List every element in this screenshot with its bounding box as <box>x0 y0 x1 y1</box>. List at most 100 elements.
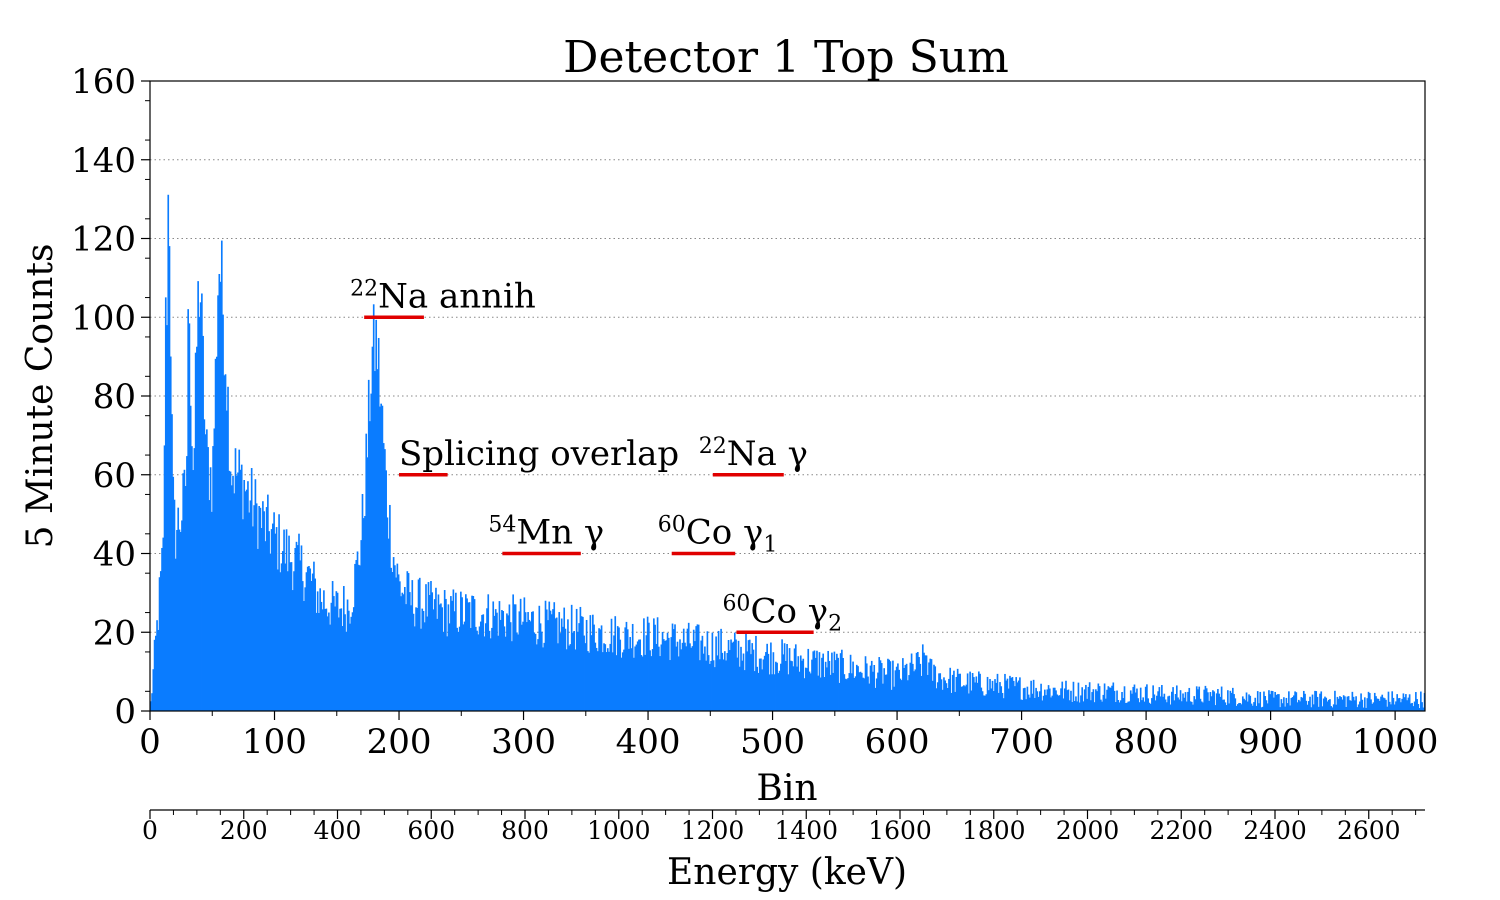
spectrum-bar <box>660 644 663 711</box>
energy-tick-label: 1400 <box>774 816 838 845</box>
spectrum-bar <box>1377 698 1380 711</box>
spectrum-bar <box>1122 698 1125 711</box>
energy-tick-label: 1000 <box>587 816 651 845</box>
spectrum-bar <box>1029 697 1031 711</box>
spectrum-bar <box>606 648 609 711</box>
y-tick-label: 0 <box>114 692 136 732</box>
spectrum-bar <box>1087 686 1090 711</box>
spectrum-bar <box>399 581 401 711</box>
spectrum-bar <box>386 517 389 711</box>
spectrum-bar <box>483 636 486 711</box>
spectrum-bar <box>1218 693 1220 711</box>
spectrum-bar <box>524 612 527 711</box>
spectrum-bar <box>741 660 744 711</box>
spectrum-bar <box>1418 708 1421 711</box>
spectrum-bar <box>846 679 848 711</box>
spectrum-bar <box>777 673 780 711</box>
spectrum-bar <box>619 639 622 711</box>
spectrum-bar <box>376 369 379 711</box>
spectrum-bar <box>869 665 872 711</box>
spectrum-bar <box>351 612 354 711</box>
spectrum-bar <box>425 584 427 711</box>
spectrum-bar <box>235 475 238 711</box>
spectrum-bar <box>183 469 186 711</box>
spectrum-bar <box>173 499 176 711</box>
spectrum-bar <box>1053 687 1056 711</box>
spectrum-bar <box>1096 691 1098 711</box>
spectrum-bar <box>887 658 889 711</box>
spectrum-bar <box>1057 695 1060 711</box>
spectrum-bar <box>1342 695 1345 711</box>
spectrum-bar <box>1241 696 1244 711</box>
spectrum-bar <box>665 640 668 711</box>
x-tick-label: 1000 <box>1352 722 1439 762</box>
spectrum-bar <box>802 658 805 711</box>
spectrum-bar <box>838 682 841 711</box>
spectrum-bar <box>974 682 976 711</box>
spectrum-bar <box>890 689 893 711</box>
spectrum-bar <box>762 659 765 711</box>
spectrum-bar <box>537 639 539 711</box>
spectrum-bar <box>162 537 165 711</box>
spectrum-bar <box>366 457 369 711</box>
spectrum-bar <box>807 648 810 711</box>
spectrum-bar <box>259 507 262 711</box>
spectrum-bar <box>903 667 905 711</box>
spectrum-bar <box>342 586 345 711</box>
spectrum-bar <box>406 571 409 711</box>
spectrum-bar <box>336 592 339 711</box>
spectrum-bar <box>1128 701 1131 711</box>
spectrum-bar <box>1284 706 1286 711</box>
spectrum-bar <box>641 656 644 711</box>
spectrum-bar <box>1174 694 1177 711</box>
spectrum-bar <box>158 577 161 711</box>
spectrum-bar <box>929 658 932 711</box>
x-tick-label: 500 <box>740 722 805 762</box>
spectrum-bar <box>628 648 630 711</box>
spectrum-bar <box>924 655 927 711</box>
spectrum-bar <box>163 445 166 711</box>
spectrum-bar <box>346 599 349 711</box>
spectrum-bar <box>645 635 648 711</box>
spectrum-bar <box>1375 696 1377 711</box>
spectrum-bar <box>1111 685 1113 711</box>
spectrum-bar <box>1163 693 1166 711</box>
spectrum-bar <box>1253 702 1255 711</box>
spectrum-bar <box>991 680 994 711</box>
spectrum-bar <box>387 538 390 711</box>
spectrum-bar <box>548 601 551 711</box>
spectrum-bar <box>1175 685 1178 711</box>
spectrum-bar <box>849 654 852 711</box>
energy-tick-label: 1800 <box>962 816 1026 845</box>
spectrum-bar <box>1349 700 1351 711</box>
spectrum-bar <box>1000 686 1003 711</box>
spectrum-bar <box>543 642 546 711</box>
spectrum-bar <box>667 637 670 711</box>
spectrum-bar <box>371 346 374 711</box>
spectrum-bar <box>1121 691 1123 711</box>
spectrum-bar <box>207 447 209 711</box>
spectrum-bar <box>620 657 623 711</box>
spectrum-bar <box>199 302 202 711</box>
spectrum-bar <box>1233 694 1235 711</box>
spectrum-bar <box>218 273 221 711</box>
spectrum-bar <box>1232 687 1234 711</box>
spectrum-bar <box>309 568 312 711</box>
spectrum-bar <box>1133 684 1136 711</box>
spectrum-bar <box>812 651 815 711</box>
spectrum-bar <box>169 356 172 711</box>
spectrum-bar <box>1302 690 1305 711</box>
spectrum-bar <box>1123 686 1126 711</box>
spectrum-bar <box>1398 697 1401 711</box>
spectrum-bar <box>833 651 836 711</box>
spectrum-bar <box>732 641 735 711</box>
spectrum-bar <box>870 660 873 711</box>
spectrum-bar <box>1350 700 1352 711</box>
spectrum-bar <box>592 614 594 711</box>
spectrum-bar <box>615 655 618 711</box>
spectrum-bar <box>1007 688 1010 711</box>
spectrum-bar <box>338 617 340 711</box>
spectrum-bar <box>798 671 801 711</box>
annotation-label: 60Co γ2 <box>722 591 842 636</box>
spectrum-bar <box>1189 701 1192 711</box>
